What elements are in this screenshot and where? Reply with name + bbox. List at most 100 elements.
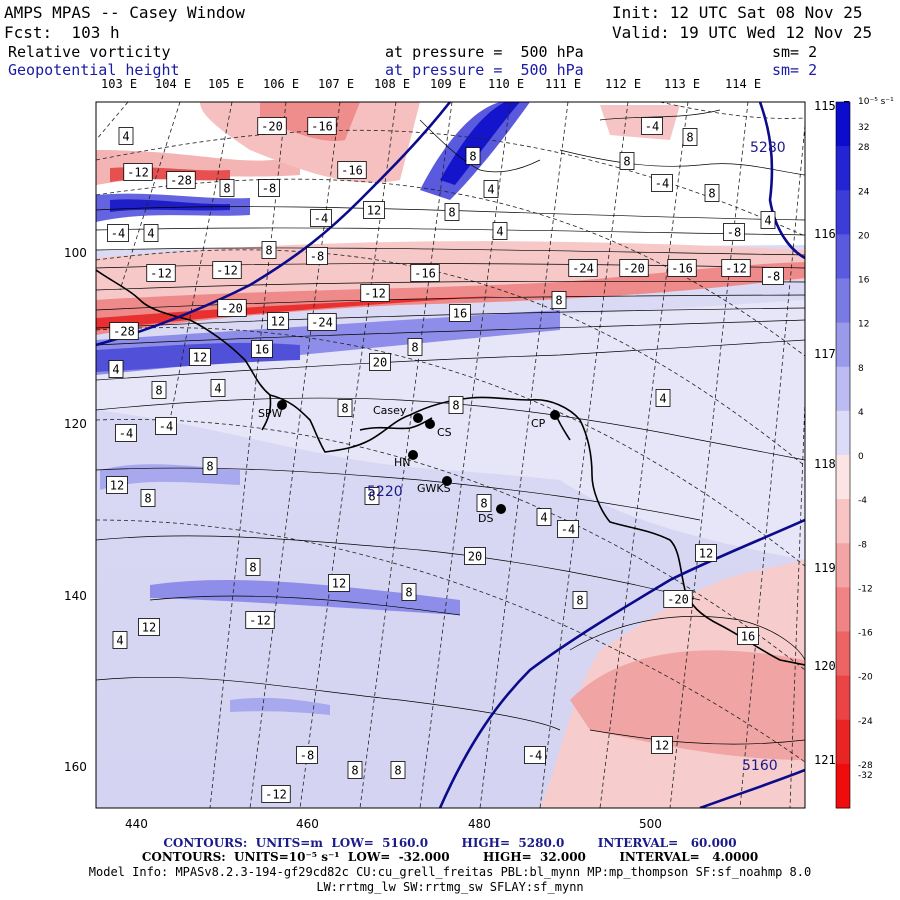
contour-label-text: 8 (480, 497, 487, 511)
lon-label: 113 E (664, 77, 701, 91)
station-dot-cp[interactable] (550, 410, 560, 420)
height-label: 5220 (367, 484, 403, 500)
negative-vorticity-southeast-core (570, 650, 805, 760)
station-dot-ds[interactable] (496, 504, 506, 514)
contour-label-box (448, 396, 464, 414)
contour-label-text: 12 (271, 315, 285, 329)
y-axis: 100 120 140 160 (64, 246, 87, 774)
contour-label-text: 8 (405, 586, 412, 600)
colorbar-label: -28 (858, 761, 873, 771)
contour-value-label: 12 (267, 312, 289, 330)
contour-label-box (363, 201, 385, 219)
contour-value-label: 4 (143, 224, 159, 242)
contour-label-text: -24 (311, 316, 333, 330)
contour-label-box (258, 179, 280, 197)
x-axis: 440 460 480 500 (125, 817, 662, 831)
contour-value-label: 8 (401, 583, 417, 601)
station-dot-hn[interactable] (408, 450, 418, 460)
contour-label-text: 4 (112, 363, 119, 377)
contour-label-text: 12 (193, 351, 207, 365)
colorbar-segment (836, 146, 850, 191)
contour-label-text: 8 (368, 490, 375, 504)
contour-value-label: -12 (360, 284, 390, 302)
contour-label-box (212, 261, 242, 279)
contour-value-label: -20 (257, 117, 287, 135)
height-contours (96, 102, 805, 808)
contour-label-text: 12 (699, 547, 713, 561)
y-tick-label: 140 (64, 589, 87, 603)
contour-label-box (337, 399, 353, 417)
contour-value-label: 8 (476, 494, 492, 512)
contour-label-box (762, 267, 784, 285)
contour-label-text: 8 (623, 155, 630, 169)
contour-value-label: 4 (118, 127, 134, 145)
colorbar-label: 24 (858, 187, 870, 197)
contour-label-text: 12 (655, 739, 669, 753)
contour-label-box (306, 247, 328, 265)
station-dot-gwks[interactable] (442, 476, 452, 486)
colorbar-segment (836, 190, 850, 235)
contour-label-box (296, 746, 318, 764)
station-dot-casey[interactable] (413, 413, 423, 423)
contour-value-label: 8 (390, 761, 406, 779)
negative-vorticity-max (96, 296, 500, 330)
station-label: GWKS (417, 482, 451, 495)
colorbar-segment (836, 278, 850, 324)
contour-label-box (695, 544, 717, 562)
contour-label-box (143, 224, 159, 242)
contour-label-box (107, 224, 129, 242)
contour-label-box (721, 259, 751, 277)
footer-model-info: Model Info: MPASv8.2.3-194-gf29cd82c CU:… (88, 865, 812, 879)
contour-label-text: -4 (119, 427, 133, 441)
station-dot-cs[interactable] (425, 419, 435, 429)
contour-value-label: 8 (704, 184, 720, 202)
positive-vorticity-jet-core (440, 102, 520, 185)
contour-value-label: -12 (123, 163, 153, 181)
contour-value-label: 16 (251, 340, 273, 358)
contour-label-text: -20 (221, 302, 243, 316)
contour-label-text: 8 (249, 561, 256, 575)
contour-label-box (619, 152, 635, 170)
app-title: AMPS MPAS -- Casey Window (4, 3, 245, 22)
contour-label-box (328, 574, 350, 592)
positive-vorticity-south (150, 580, 460, 615)
contour-value-label: 8 (337, 399, 353, 417)
contour-label-text: -4 (314, 212, 328, 226)
contour-value-label: -12 (261, 785, 291, 803)
contour-label-text: 12 (142, 621, 156, 635)
contour-value-label: 12 (106, 476, 128, 494)
contour-value-label: 12 (328, 574, 350, 592)
contour-label-text: 8 (452, 399, 459, 413)
contour-value-label: -16 (667, 259, 697, 277)
contour-value-label: 4 (760, 211, 776, 229)
field-height-label: Geopotential height (8, 61, 180, 79)
contour-value-label: 4 (536, 508, 552, 526)
contour-label-box (536, 508, 552, 526)
contour-label-text: 12 (332, 577, 346, 591)
contour-label-box (682, 128, 698, 146)
colorbar-label: 32 (858, 123, 869, 133)
contour-label-box (210, 379, 226, 397)
contour-value-label: 12 (363, 201, 385, 219)
contour-value-label: -28 (109, 322, 139, 340)
contour-label-text: -12 (216, 264, 238, 278)
contour-value-label: -8 (258, 179, 280, 197)
contour-label-box (760, 211, 776, 229)
station-dot-spw[interactable] (277, 400, 287, 410)
contour-value-label: 8 (444, 203, 460, 221)
colorbar-segment (836, 234, 850, 279)
colorbar-segment (836, 763, 850, 809)
contour-value-label: -4 (524, 746, 546, 764)
contour-value-label: 8 (151, 381, 167, 399)
contour-value-label: -24 (568, 259, 598, 277)
colorbar-outline (835, 101, 851, 809)
contour-label-box (140, 489, 156, 507)
contour-label-box (492, 222, 508, 240)
contour-value-label: -12 (212, 261, 242, 279)
contour-label-text: -28 (170, 174, 192, 188)
lon-label: 107 E (318, 77, 355, 91)
field-vorticity-label: Relative vorticity (8, 43, 171, 61)
contour-value-label: -12 (146, 264, 176, 282)
contour-value-label: 8 (219, 179, 235, 197)
